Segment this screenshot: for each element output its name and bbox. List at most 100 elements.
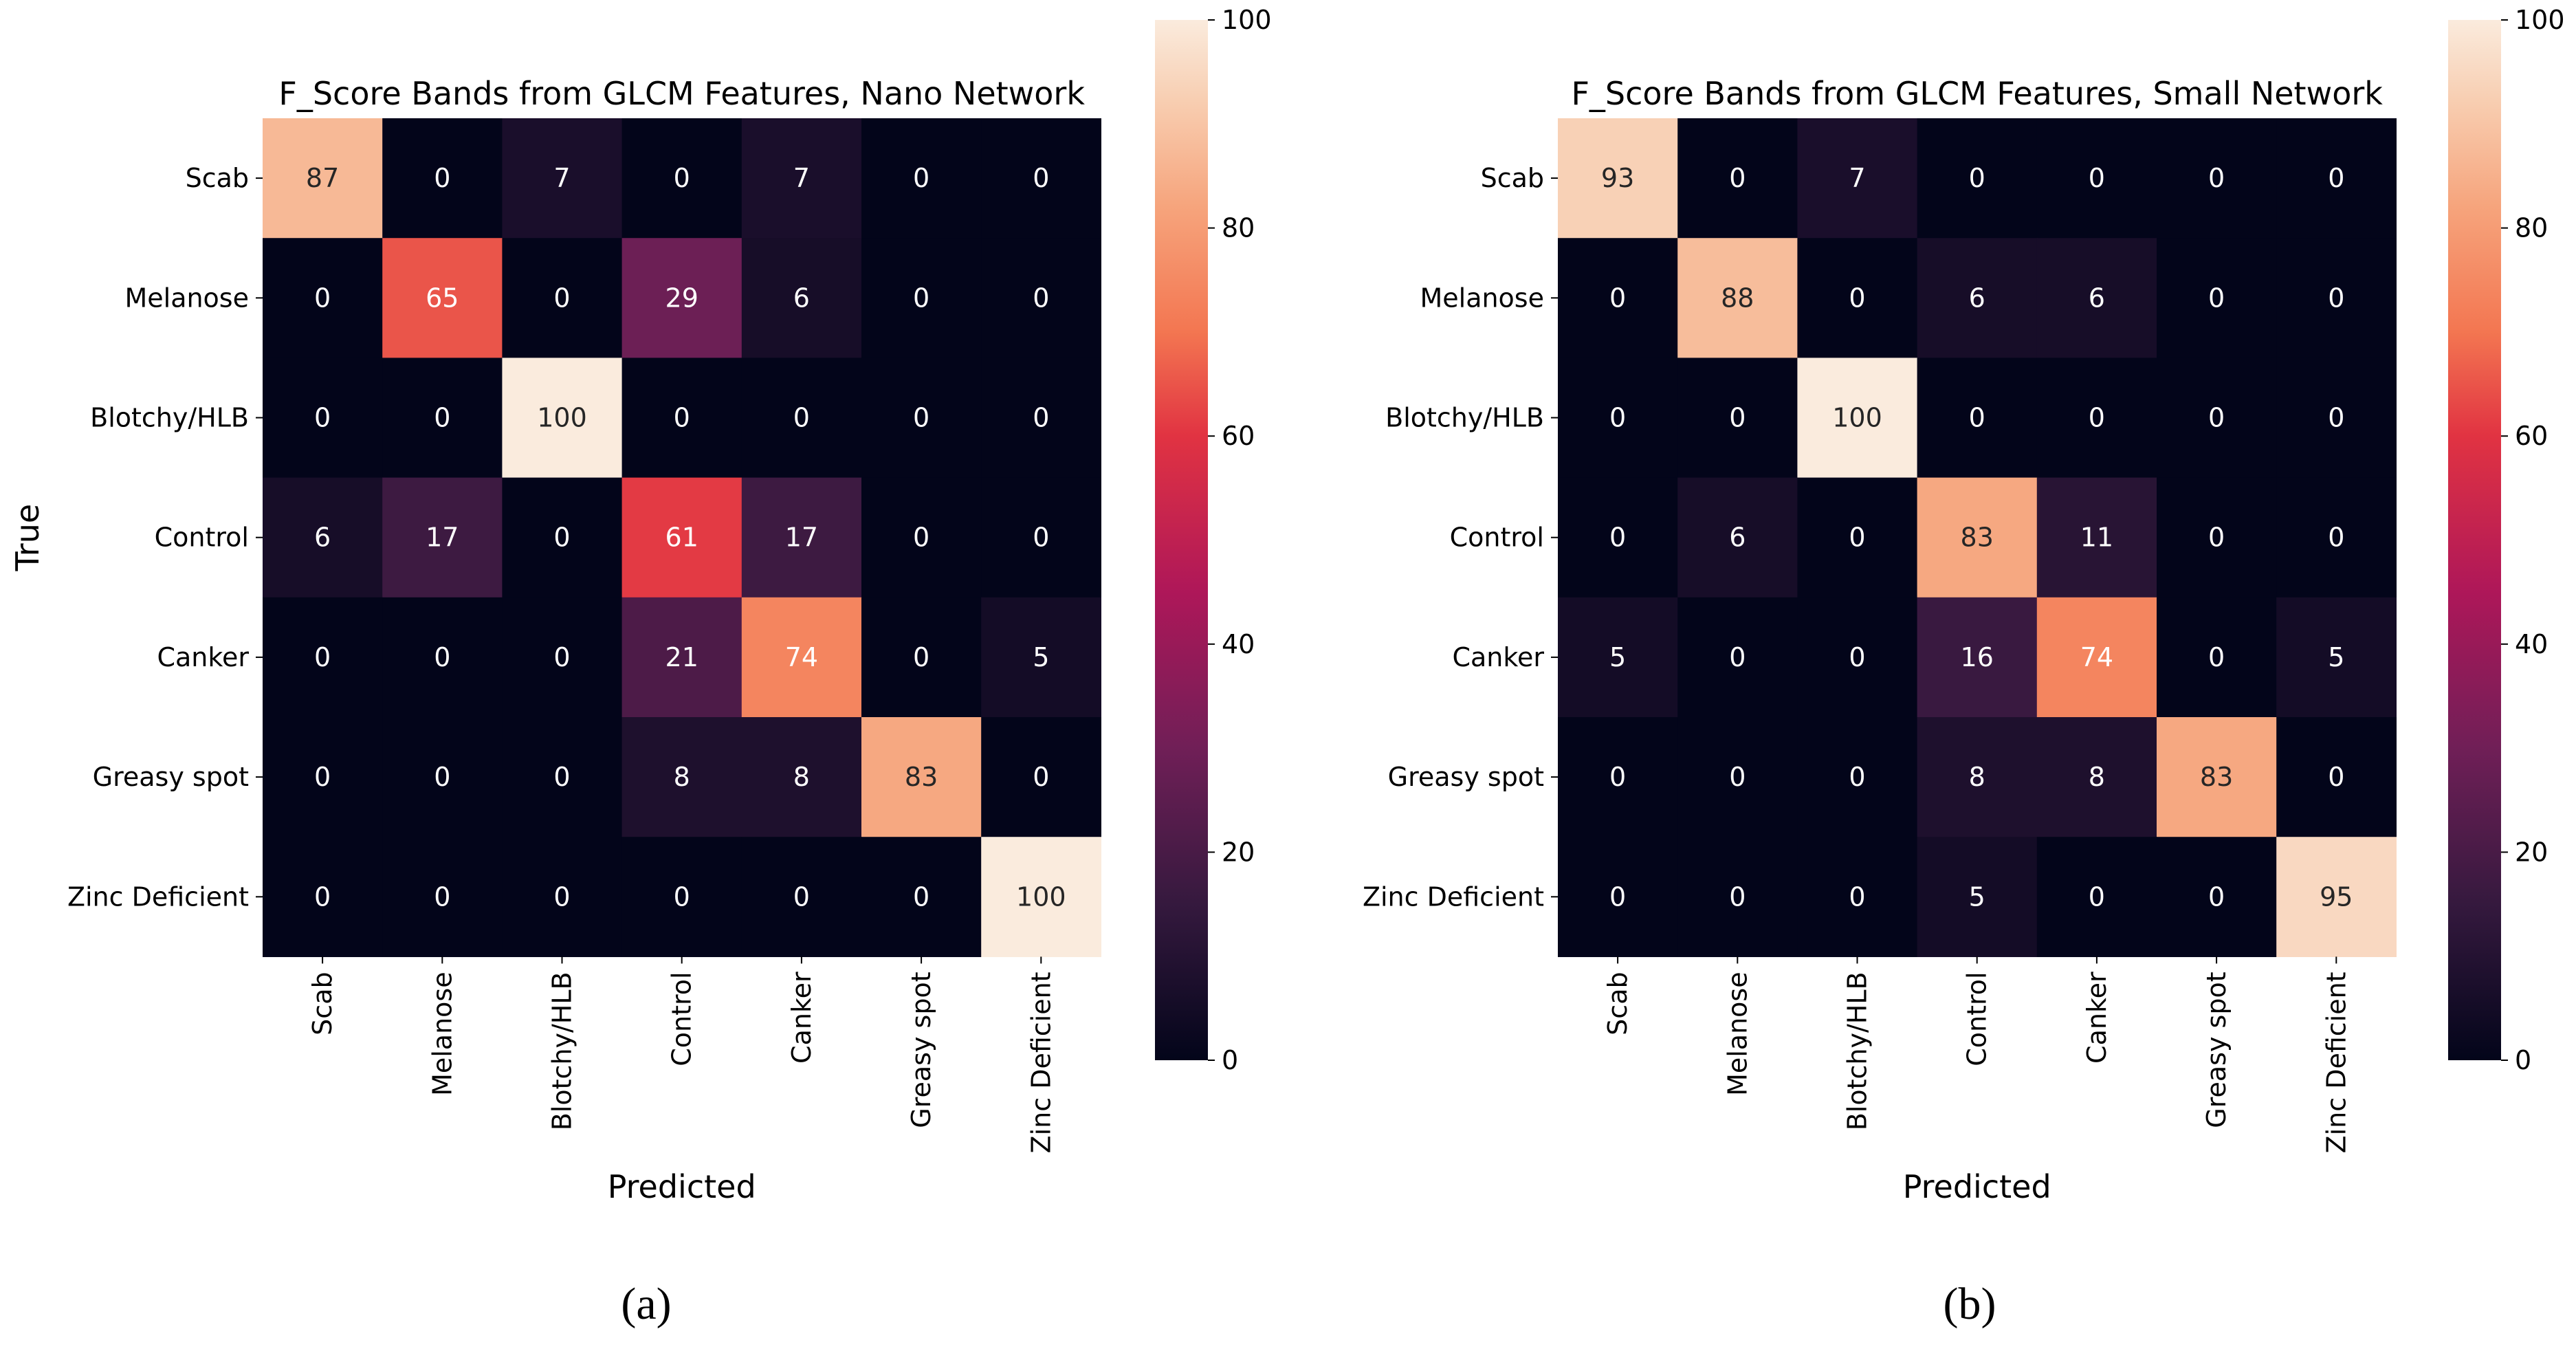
- cell-value-label: 5: [1609, 642, 1626, 672]
- heatmap-cell: [2036, 238, 2157, 358]
- heatmap-cell: [1558, 597, 1678, 718]
- x-tick-label: Melanose: [427, 972, 457, 1096]
- y-tick-label: Zinc Deficient: [67, 881, 249, 912]
- cell-value-label: 6: [314, 523, 331, 553]
- cell-value-label: 74: [785, 642, 818, 672]
- cell-value-label: 5: [1969, 881, 1985, 912]
- cell-value-label: 0: [1729, 163, 1746, 193]
- cell-value-label: 0: [434, 403, 450, 433]
- cell-value-label: 0: [553, 881, 570, 912]
- heatmap-cell: [1797, 597, 1918, 718]
- heatmap-cell: [741, 118, 862, 239]
- heatmap-cell: [1917, 118, 2038, 239]
- heatmap-cell: [861, 118, 982, 239]
- heatmap-cell: [2276, 118, 2397, 239]
- x-tick-label: Greasy spot: [2201, 972, 2232, 1128]
- heatmap-cell: [382, 118, 503, 239]
- cell-value-label: 0: [1729, 403, 1746, 433]
- panel-caption: (b): [1944, 1279, 1996, 1329]
- cell-value-label: 0: [314, 283, 331, 313]
- x-tick-label: Control: [667, 972, 697, 1066]
- heatmap-cell: [502, 238, 623, 358]
- heatmap-cell: [861, 477, 982, 598]
- cell-value-label: 0: [1609, 283, 1626, 313]
- cell-value-label: 7: [793, 163, 810, 193]
- cell-value-label: 0: [314, 403, 331, 433]
- cell-value-label: 83: [1961, 523, 1994, 553]
- cell-value-label: 100: [1832, 403, 1882, 433]
- cell-value-label: 0: [2328, 523, 2344, 553]
- heatmap-cell: [2036, 837, 2157, 957]
- colorbar-tick-label: 40: [1222, 629, 1255, 659]
- cell-value-label: 0: [2208, 283, 2225, 313]
- heatmap-cell: [741, 477, 862, 598]
- cell-value-label: 0: [2208, 642, 2225, 672]
- cell-value-label: 0: [1033, 163, 1049, 193]
- cell-value-label: 7: [553, 163, 570, 193]
- heatmap-cell: [263, 477, 383, 598]
- cell-value-label: 0: [2089, 881, 2105, 912]
- heatmap-cell: [502, 477, 623, 598]
- heatmap-cell: [1917, 837, 2038, 957]
- y-tick-label: Greasy spot: [93, 762, 249, 792]
- cell-value-label: 95: [2320, 881, 2353, 912]
- cell-value-label: 100: [1016, 881, 1066, 912]
- x-tick-label: Canker: [786, 972, 817, 1064]
- cell-value-label: 0: [2208, 881, 2225, 912]
- heatmap-cell: [502, 118, 623, 239]
- cell-value-label: 0: [553, 642, 570, 672]
- heatmap-cell: [1917, 477, 2038, 598]
- heatmap-cell: [263, 118, 383, 239]
- cell-value-label: 0: [1969, 403, 1985, 433]
- cell-value-label: 93: [1601, 163, 1634, 193]
- cell-value-label: 83: [905, 762, 938, 792]
- heatmap-cell: [502, 597, 623, 718]
- heatmap-cell: [382, 837, 503, 957]
- x-axis-label: Predicted: [608, 1168, 756, 1205]
- cell-value-label: 7: [1849, 163, 1865, 193]
- heatmap-cell: [621, 118, 742, 239]
- cell-value-label: 0: [1849, 523, 1865, 553]
- heatmap-cell: [621, 358, 742, 479]
- cell-value-label: 0: [2208, 403, 2225, 433]
- cell-value-label: 29: [665, 283, 698, 313]
- heatmap-cell: [2157, 837, 2277, 957]
- heatmap-cell: [502, 837, 623, 957]
- heatmap-cell: [1558, 358, 1678, 479]
- cell-value-label: 0: [2208, 523, 2225, 553]
- x-tick-label: Scab: [307, 972, 338, 1035]
- colorbar: [1155, 20, 1208, 1060]
- heatmap-cell: [2276, 477, 2397, 598]
- heatmap-cell: [741, 358, 862, 479]
- cell-value-label: 0: [1033, 762, 1049, 792]
- heatmap-cell: [1797, 717, 1918, 837]
- cell-value-label: 0: [1033, 403, 1049, 433]
- heatmap-cell: [2036, 118, 2157, 239]
- y-tick-label: Zinc Deficient: [1363, 881, 1544, 912]
- cell-value-label: 0: [913, 163, 929, 193]
- cell-value-label: 5: [2328, 642, 2344, 672]
- y-tick-label: Blotchy/HLB: [1385, 403, 1544, 433]
- heatmap-cell: [741, 717, 862, 837]
- heatmap-cell: [382, 238, 503, 358]
- heatmap-cell: [263, 358, 383, 479]
- heatmap-cell: [981, 717, 1101, 837]
- cell-value-label: 16: [1961, 642, 1994, 672]
- cell-value-label: 8: [674, 762, 690, 792]
- heatmap-cell: [861, 358, 982, 479]
- x-tick-label: Zinc Deficient: [1026, 972, 1056, 1153]
- cell-value-label: 0: [553, 283, 570, 313]
- cell-value-label: 0: [1729, 881, 1746, 912]
- x-axis-label: Predicted: [1903, 1168, 2051, 1205]
- cell-value-label: 0: [1609, 403, 1626, 433]
- cell-value-label: 0: [913, 523, 929, 553]
- cell-value-label: 0: [2089, 163, 2105, 193]
- colorbar: [2448, 20, 2501, 1060]
- colorbar-tick-label: 100: [2515, 5, 2565, 35]
- heatmap-cell: [981, 837, 1101, 957]
- cell-value-label: 8: [793, 762, 810, 792]
- heatmap-cell: [263, 597, 383, 718]
- heatmap-cell: [1797, 837, 1918, 957]
- heatmap-cell: [621, 717, 742, 837]
